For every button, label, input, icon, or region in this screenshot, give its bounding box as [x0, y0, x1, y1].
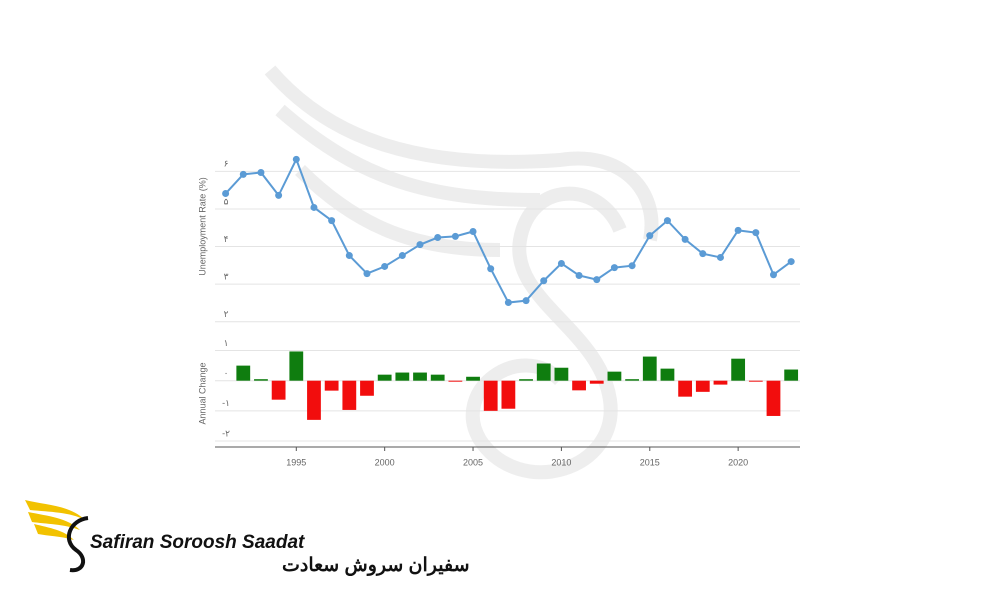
- bar: [589, 380, 604, 384]
- bar: [289, 351, 304, 381]
- bar: [271, 380, 286, 400]
- y-tick-label: ۶: [224, 159, 229, 169]
- brand-name: Safiran Soroosh Saadat: [90, 532, 305, 553]
- point: [663, 217, 671, 225]
- bar: [360, 380, 374, 396]
- bar: [731, 358, 746, 381]
- point: [787, 258, 795, 266]
- x-tick-label: 2015: [640, 457, 660, 467]
- point: [540, 277, 548, 285]
- bar: [519, 379, 533, 381]
- bar: [695, 380, 710, 392]
- bar: [324, 380, 339, 391]
- brand-name-fa: سفیران سروش سعادت: [282, 555, 470, 576]
- bar: [483, 380, 498, 411]
- point: [557, 259, 565, 267]
- point: [610, 264, 618, 272]
- bar: [784, 369, 799, 381]
- point: [345, 252, 353, 260]
- point: [734, 226, 742, 234]
- x-tick-label: 2020: [728, 457, 748, 467]
- point: [434, 234, 442, 242]
- point: [575, 271, 583, 279]
- bar: [607, 371, 622, 381]
- point: [239, 170, 247, 178]
- point: [416, 241, 424, 249]
- x-tick-label: 2000: [375, 457, 395, 467]
- point: [628, 262, 636, 270]
- bar: [342, 380, 357, 410]
- bar: [536, 363, 551, 381]
- bar: [307, 380, 321, 420]
- y-tick-label: ۱: [224, 338, 229, 348]
- bar: [413, 372, 427, 381]
- bar: [625, 379, 639, 381]
- bar: [642, 356, 657, 381]
- y-tick-label: ۲: [224, 309, 229, 319]
- bar: [448, 380, 463, 382]
- bar: [660, 368, 675, 381]
- bar: [748, 380, 763, 382]
- bar: [395, 372, 410, 381]
- bar: [554, 367, 569, 381]
- y-tick-label: -۱: [222, 398, 230, 408]
- bar: [572, 380, 586, 391]
- x-tick-label: 2010: [551, 457, 571, 467]
- point: [769, 271, 777, 279]
- point: [222, 190, 230, 198]
- point: [593, 276, 601, 284]
- y-axis-label: Annual Change: [197, 362, 207, 424]
- point: [504, 299, 512, 307]
- bar: [466, 376, 480, 381]
- y-tick-label: ۰: [224, 368, 229, 378]
- bar: [501, 380, 516, 409]
- x-tick-label: 1995: [286, 457, 306, 467]
- point: [469, 228, 477, 235]
- point: [328, 217, 336, 225]
- point: [292, 155, 300, 163]
- bar: [377, 374, 392, 381]
- point: [257, 168, 265, 176]
- y-tick-label: ۳: [224, 272, 229, 282]
- point: [275, 191, 283, 199]
- y-tick-label: ۵: [224, 196, 229, 206]
- bar: [254, 379, 268, 381]
- point: [752, 229, 760, 237]
- y-tick-label: -۲: [222, 428, 230, 438]
- bar: [430, 374, 445, 381]
- y-axis-label: Unemployment Rate (%): [197, 177, 207, 276]
- point: [646, 232, 654, 240]
- point: [363, 270, 371, 278]
- point: [398, 252, 406, 260]
- point: [716, 253, 724, 261]
- point: [681, 235, 689, 243]
- point: [381, 262, 389, 270]
- point: [699, 250, 707, 258]
- bar: [713, 380, 728, 385]
- bar: [236, 365, 251, 381]
- point: [522, 297, 530, 305]
- watermark: [264, 65, 659, 480]
- bar: [678, 380, 693, 397]
- x-tick-label: 2005: [463, 457, 483, 467]
- point: [451, 232, 459, 240]
- y-tick-label: ۴: [224, 234, 229, 244]
- point: [487, 265, 495, 273]
- logo: [25, 500, 89, 573]
- bar: [766, 380, 781, 416]
- point: [310, 203, 318, 211]
